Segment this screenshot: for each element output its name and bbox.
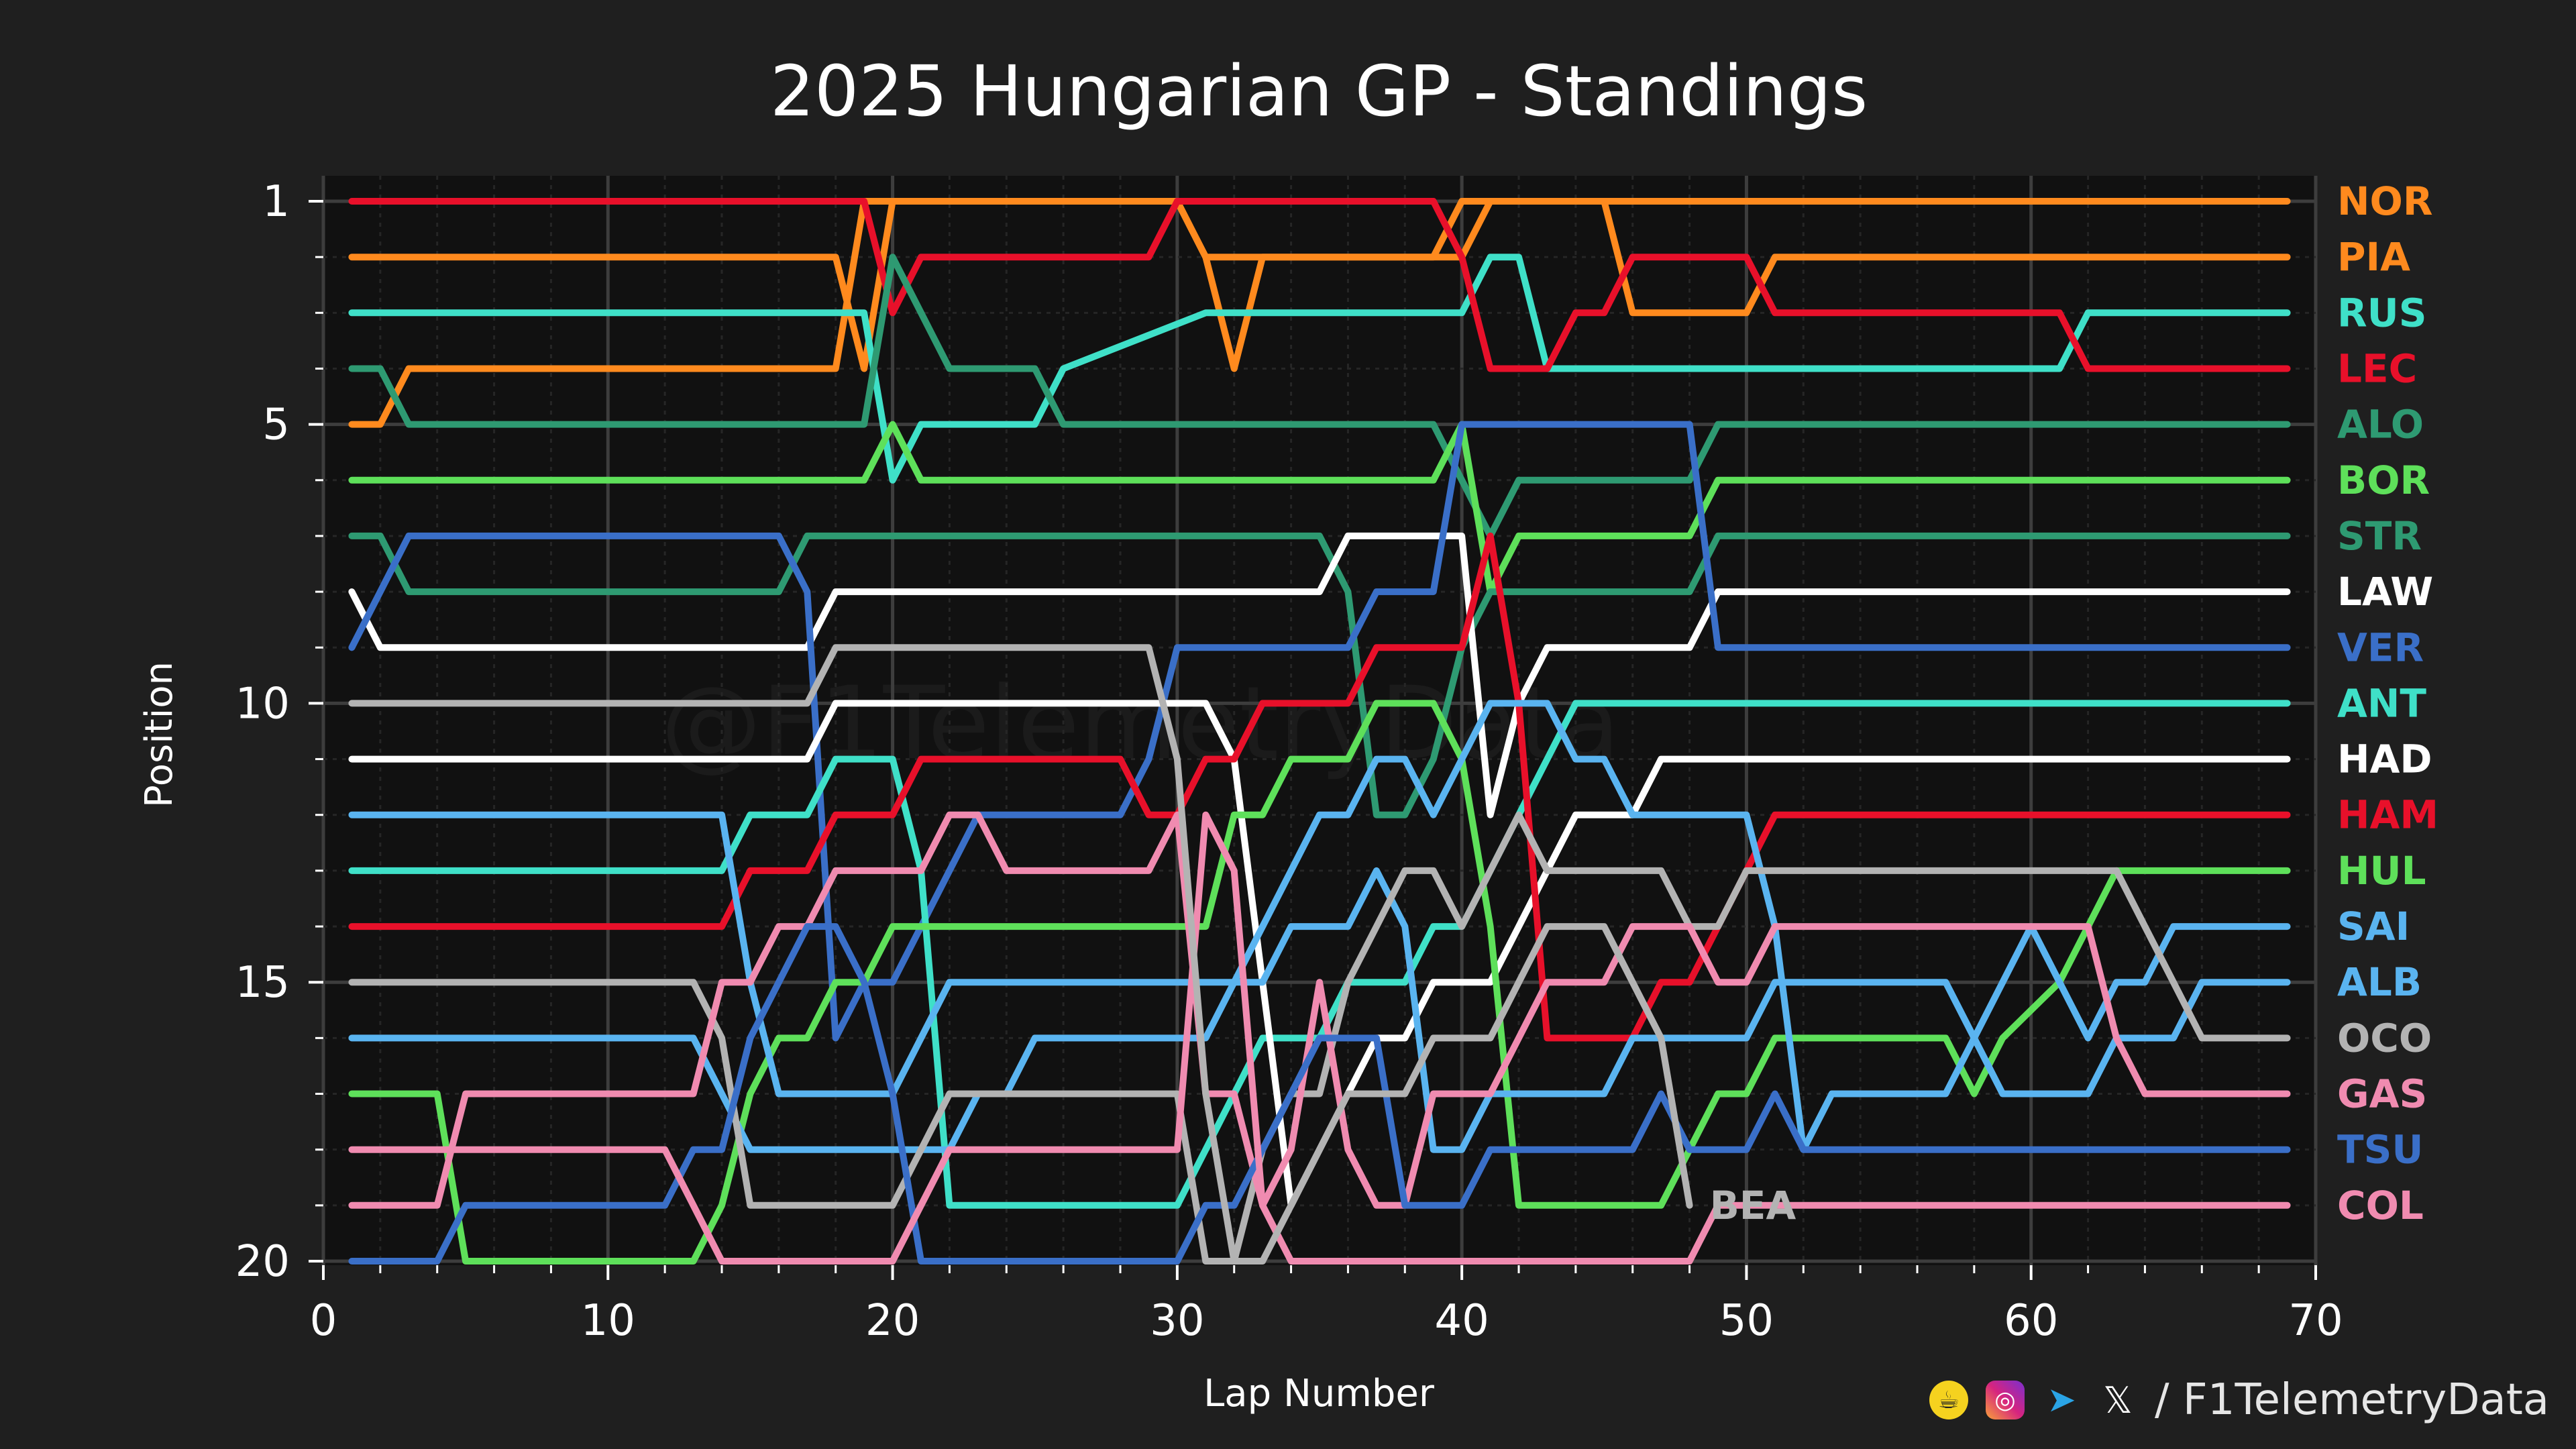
x-icon[interactable]: 𝕏 [2103, 1379, 2133, 1421]
y-axis-label: Position [138, 661, 181, 808]
x-tick-label: 50 [1719, 1296, 1774, 1346]
x-tick-label: 40 [1434, 1296, 1489, 1346]
footer-handle[interactable]: / F1TelemetryData [2155, 1375, 2549, 1425]
driver-label-sai: SAI [2337, 904, 2410, 949]
driver-label-ver: VER [2337, 625, 2424, 670]
series-line-alo [348, 254, 2291, 539]
driver-label-col: COL [2337, 1183, 2424, 1228]
y-tick-label: 10 [235, 679, 290, 729]
driver-label-bor: BOR [2337, 458, 2430, 503]
driver-label-gas: GAS [2337, 1071, 2427, 1117]
series-line-pia [348, 198, 2291, 428]
x-tick-label: 10 [581, 1296, 635, 1346]
driver-label-ham: HAM [2337, 792, 2438, 838]
instagram-icon[interactable]: ◎ [1986, 1381, 2025, 1419]
y-tick-label: 5 [262, 400, 290, 450]
driver-label-tsu: TSU [2337, 1127, 2423, 1173]
series-line-hul [348, 700, 2291, 1265]
series-line-gas [348, 811, 2291, 1209]
driver-labels: NOR PIA RUS LEC ALO BOR STR LAW VER ANT HAD HAM HUL S… [1710, 178, 2439, 1228]
series-line-tsu [348, 923, 2291, 1265]
x-tick-label: 60 [2004, 1296, 2058, 1346]
y-tick-label: 20 [235, 1237, 290, 1287]
driver-label-pia: PIA [2337, 234, 2410, 280]
series-lines [348, 198, 2291, 1265]
x-axis-ticks: 0 10 20 30 40 50 60 70 [310, 1265, 2343, 1346]
y-tick-label: 1 [262, 177, 290, 227]
coffee-icon[interactable]: ☕ [1929, 1381, 1968, 1419]
x-tick-label: 20 [865, 1296, 920, 1346]
chart-title: 2025 Hungarian GP - Standings [770, 50, 1868, 132]
driver-label-nor: NOR [2337, 178, 2433, 224]
driver-label-lec: LEC [2337, 345, 2417, 391]
driver-label-rus: RUS [2337, 290, 2427, 335]
x-tick-label: 30 [1150, 1296, 1204, 1346]
driver-label-had: HAD [2337, 737, 2432, 782]
series-line-law [348, 532, 2291, 818]
driver-label-alo: ALO [2337, 402, 2424, 447]
x-axis-label: Lap Number [1203, 1372, 1435, 1415]
series-line-rus [348, 254, 2291, 484]
driver-label-oco: OCO [2337, 1015, 2432, 1061]
driver-label-ant: ANT [2337, 680, 2426, 726]
series-line-sai [348, 700, 2291, 1153]
driver-label-law: LAW [2337, 569, 2433, 614]
driver-label-str: STR [2337, 513, 2422, 559]
y-tick-label: 15 [235, 958, 290, 1008]
driver-label-alb: ALB [2337, 959, 2422, 1005]
x-tick-label: 0 [310, 1296, 337, 1346]
series-line-bea [348, 644, 1693, 1265]
x-tick-label: 70 [2288, 1296, 2343, 1346]
footer: ☕ ◎ ➤ 𝕏 / F1TelemetryData [1929, 1375, 2549, 1425]
series-line-oco [348, 811, 2291, 1265]
driver-label-hul: HUL [2337, 848, 2426, 894]
series-line-str [348, 532, 2291, 818]
series-line-col [348, 811, 2291, 1265]
telegram-icon[interactable]: ➤ [2047, 1380, 2076, 1420]
series-line-lec [348, 198, 2291, 372]
driver-label-bea: BEA [1710, 1183, 1796, 1228]
series-line-ver [348, 421, 2291, 1042]
series-line-ham [348, 532, 2291, 1042]
